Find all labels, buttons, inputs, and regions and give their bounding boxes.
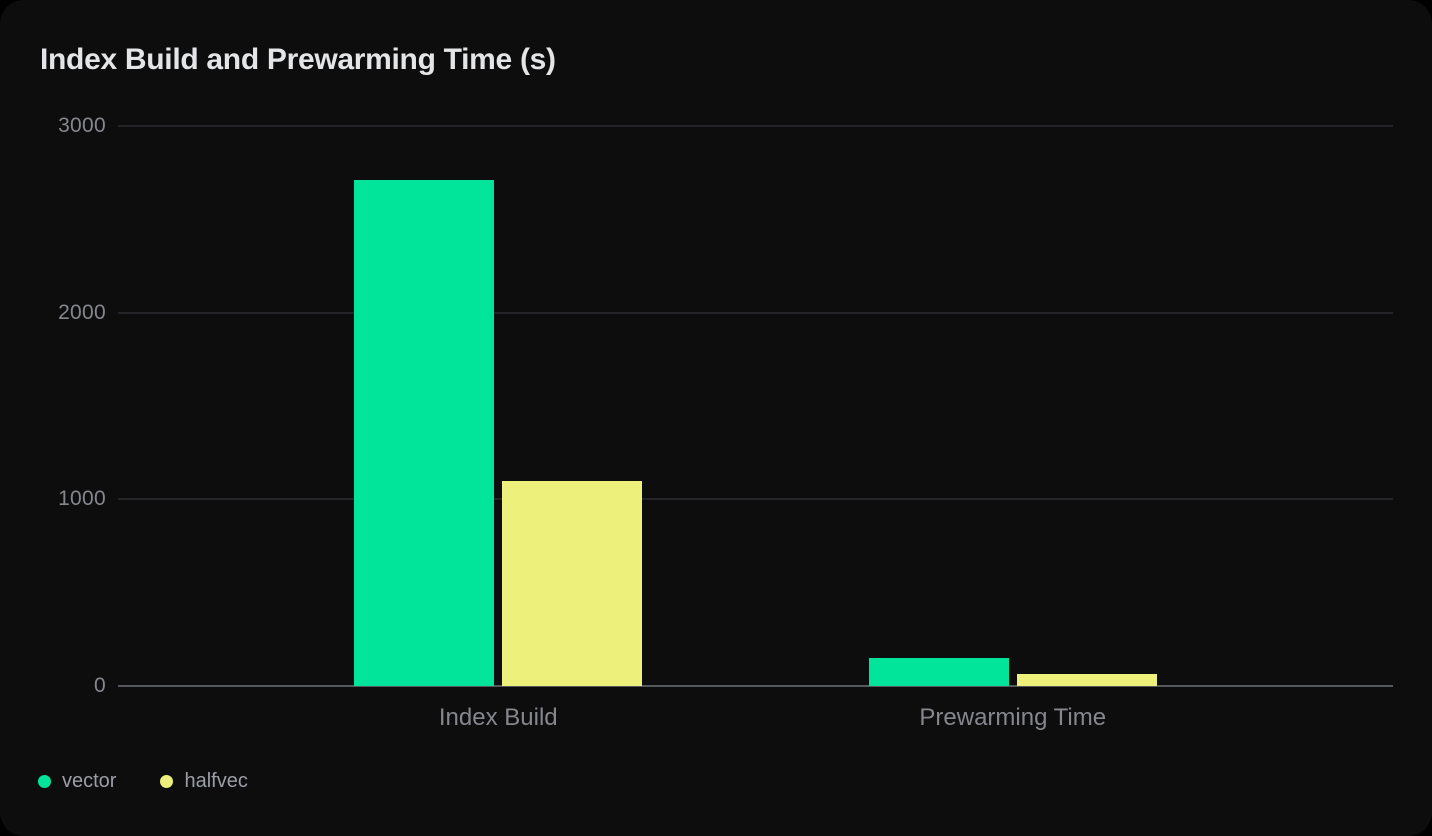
- x-category-label-index-build: Index Build: [438, 704, 558, 731]
- x-axis-baseline: [118, 685, 1393, 687]
- legend-dot-halfvec: [160, 774, 174, 788]
- legend-item-vector[interactable]: vector: [38, 769, 116, 793]
- gridline-1000: [118, 498, 1393, 501]
- legend: vector halfvec: [38, 769, 248, 793]
- y-tick-label-3000: 3000: [58, 114, 106, 137]
- plot-area: [118, 125, 1393, 687]
- x-category-label-prewarming-time: Prewarming Time: [919, 704, 1107, 731]
- legend-item-halfvec[interactable]: halfvec: [160, 769, 248, 793]
- gridline-2000: [118, 311, 1393, 314]
- legend-label-vector: vector: [62, 770, 117, 792]
- chart-title: Index Build and Prewarming Time (s): [40, 43, 556, 76]
- gridline-3000: [118, 125, 1393, 127]
- y-tick-label-1000: 1000: [58, 487, 106, 511]
- y-tick-label-0: 0: [94, 674, 106, 697]
- bar-vector-index-build[interactable]: [354, 180, 495, 686]
- y-tick-label-2000: 2000: [58, 300, 106, 324]
- bar-halfvec-index-build[interactable]: [502, 480, 643, 686]
- bar-vector-prewarming-time[interactable]: [868, 658, 1009, 686]
- bar-halfvec-prewarming-time[interactable]: [1016, 673, 1157, 686]
- legend-label-halfvec: halfvec: [184, 770, 248, 792]
- legend-dot-vector: [38, 774, 51, 788]
